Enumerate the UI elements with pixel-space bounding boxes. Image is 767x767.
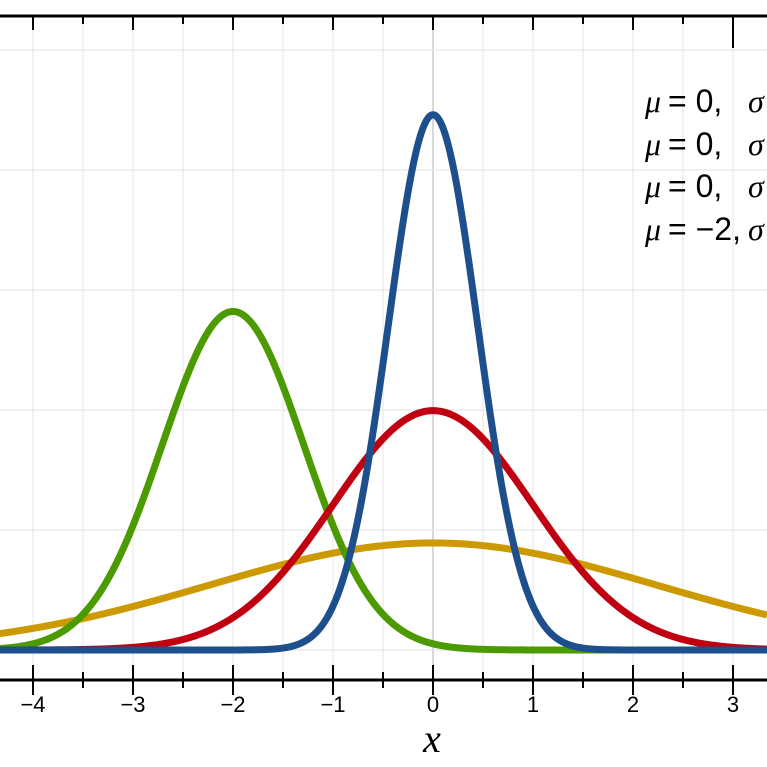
x-tick-label: −4 [20, 692, 45, 717]
x-axis-title: x [422, 716, 441, 761]
legend: μ = 0, σμ = 0, σμ = 0, σμ = −2, σ [644, 83, 765, 247]
x-tick-label: −3 [120, 692, 145, 717]
x-tick-label: 1 [527, 692, 539, 717]
series-line [0, 111, 767, 654]
legend-sigma-symbol: σ [748, 83, 765, 119]
x-tick-label: −2 [220, 692, 245, 717]
legend-sigma-symbol: σ [748, 126, 765, 162]
legend-mu-value: = 0, [668, 168, 722, 204]
legend-mu-symbol: μ [644, 83, 661, 119]
legend-mu-symbol: μ [644, 168, 661, 204]
legend-mu-value: = −2, [668, 211, 741, 247]
x-tick-label: 3 [727, 692, 739, 717]
x-tick-label: −1 [320, 692, 345, 717]
legend-mu-value: = 0, [668, 126, 722, 162]
legend-sigma-symbol: σ [748, 211, 765, 247]
series-line [0, 539, 767, 638]
legend-mu-symbol: μ [644, 211, 661, 247]
legend-mu-symbol: μ [644, 126, 661, 162]
legend-mu-value: = 0, [668, 83, 722, 119]
x-tick-label: 2 [627, 692, 639, 717]
x-axis-ticks [32, 16, 734, 695]
legend-sigma-symbol: σ [748, 168, 765, 204]
x-tick-label: 0 [427, 692, 439, 717]
grid [0, 18, 767, 678]
x-tick-labels: −4 −3 −2 −1 0 1 2 3 [20, 692, 739, 717]
series-curves [0, 111, 767, 654]
